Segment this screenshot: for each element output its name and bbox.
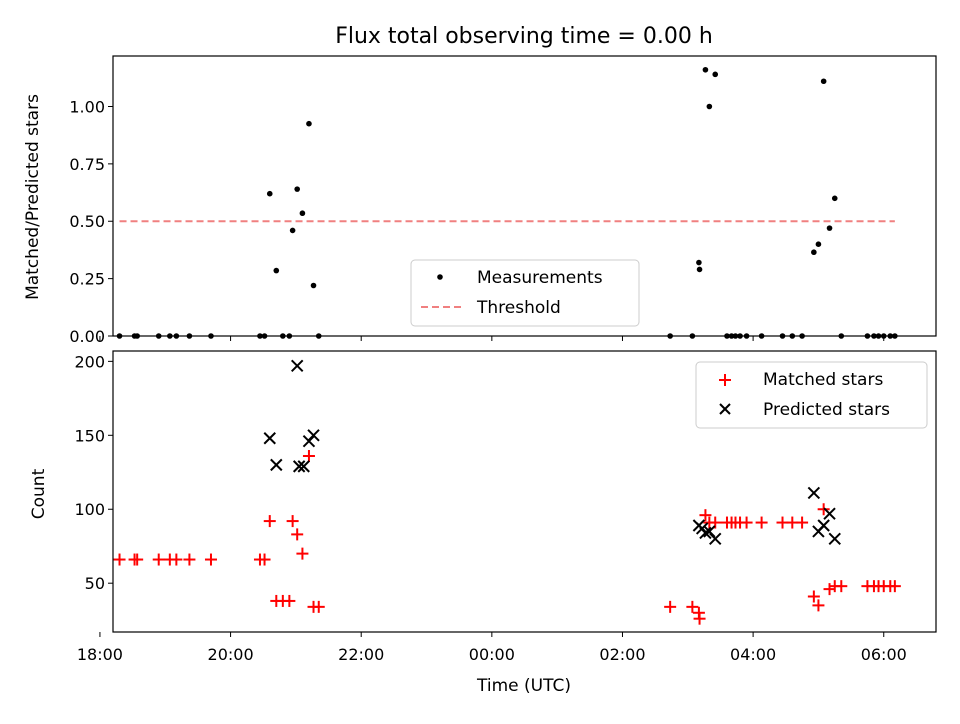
matched-star-point	[817, 503, 830, 516]
predicted-star-point	[823, 507, 836, 520]
legend-measurements-marker	[437, 274, 443, 280]
bottom-x-ticks: 18:00 20:00 22:00 00:00 02:00 04:00 06:00	[77, 632, 907, 664]
bottom-y-tick-label: 200	[74, 352, 105, 371]
predicted-star-point	[270, 458, 283, 472]
matched-star-point	[796, 516, 809, 529]
measurement-point	[696, 266, 703, 273]
matched-star-point	[258, 553, 271, 566]
legend-predicted-label: Predicted stars	[763, 400, 890, 420]
predicted-star-point	[807, 486, 821, 500]
bottom-y-tick-label: 50	[85, 574, 105, 593]
predicted-star-point	[817, 519, 830, 532]
predicted-star-point	[709, 532, 722, 546]
chart-title: Flux total observing time = 0.00 h	[335, 24, 713, 49]
bottom-y-axis-label: Count	[29, 468, 49, 519]
top-plot-frame	[112, 55, 937, 337]
top-y-tick-label: 0.00	[69, 327, 105, 346]
legend-matched-label: Matched stars	[763, 370, 883, 390]
matched-star-point	[283, 594, 296, 607]
predicted-star-point	[290, 359, 304, 372]
predicted-star-point	[297, 460, 310, 473]
x-tick-label: 04:00	[730, 645, 776, 664]
matched-star-point	[664, 600, 677, 613]
legend-predicted-marker	[719, 403, 731, 415]
matched-star-point	[312, 600, 325, 613]
matched-star-point	[291, 528, 304, 541]
matched-star-point	[807, 590, 820, 603]
legend-threshold-label: Threshold	[476, 298, 561, 318]
matched-star-point	[823, 583, 836, 596]
measurement-point	[299, 210, 306, 217]
matched-star-point	[204, 553, 217, 566]
measurement-point	[702, 66, 709, 73]
top-legend: Measurements Threshold	[410, 259, 640, 327]
top-y-axis-label: Matched/Predicted stars	[23, 94, 43, 300]
x-tick-label: 20:00	[208, 645, 254, 664]
predicted-star-point	[263, 432, 276, 445]
predicted-star-point	[828, 532, 841, 546]
predicted-star-point	[703, 525, 716, 538]
legend-measurements-label: Measurements	[477, 268, 603, 288]
measurement-point	[310, 282, 317, 289]
measurement-point	[815, 241, 822, 247]
matched-star-point	[131, 553, 144, 566]
bottom-y-tick-label: 150	[74, 426, 105, 445]
matched-star-point	[888, 580, 901, 593]
measurement-point	[826, 225, 833, 231]
matched-star-point	[755, 516, 768, 529]
bottom-plot-frame	[112, 350, 937, 633]
bottom-y-tick-label: 100	[74, 500, 105, 519]
predicted-star-point	[699, 526, 712, 540]
top-y-tick-label: 0.75	[69, 155, 105, 174]
measurement-point	[306, 120, 312, 127]
measurement-point	[273, 267, 280, 274]
matched-star-point	[286, 515, 299, 528]
bottom-legend: Matched stars Predicted stars	[695, 361, 928, 429]
predicted-star-point	[292, 460, 306, 473]
matched-star-point	[693, 612, 706, 625]
legend-matched-marker	[719, 374, 731, 386]
matched-star-point	[835, 580, 848, 593]
x-tick-label: 02:00	[599, 645, 645, 664]
measurement-point	[696, 259, 702, 266]
measurement-point	[294, 186, 300, 192]
matched-star-point	[686, 600, 699, 613]
measurement-point	[266, 190, 273, 197]
x-tick-label: 22:00	[338, 645, 384, 664]
matched-star-point	[183, 553, 196, 566]
matched-star-point	[263, 515, 276, 528]
matched-star-point	[152, 553, 165, 566]
x-axis-label: Time (UTC)	[476, 676, 571, 696]
count-panel: Count Time (UTC) 50 100 150 200 18:00 20:00 2…	[29, 350, 937, 696]
matched-star-point	[170, 553, 183, 566]
x-tick-label: 00:00	[469, 645, 515, 664]
x-tick-label: 06:00	[861, 645, 907, 664]
measurement-point	[712, 71, 719, 78]
top-y-tick-label: 1.00	[69, 97, 105, 116]
matched-star-point	[699, 509, 712, 522]
top-y-tick-label: 0.25	[69, 270, 105, 289]
ratio-panel: Flux total observing time = 0.00 h Match…	[23, 24, 937, 346]
matched-star-point	[812, 599, 825, 612]
measurement-point	[831, 195, 838, 202]
measurement-point	[289, 227, 296, 234]
bottom-plot-marks	[113, 359, 901, 625]
predicted-star-point	[307, 429, 320, 442]
x-tick-label: 18:00	[77, 645, 123, 664]
matched-star-point	[113, 553, 126, 566]
measurement-point	[820, 78, 827, 85]
matched-star-point	[296, 547, 309, 560]
measurement-point	[811, 249, 817, 256]
bottom-y-ticks: 50 100 150 200	[74, 352, 113, 593]
measurement-point	[706, 103, 713, 110]
matched-star-point	[302, 450, 315, 463]
top-y-ticks: 0.00 0.25 0.50 0.75 1.00	[69, 97, 113, 346]
top-y-tick-label: 0.50	[69, 212, 105, 231]
matched-star-point	[740, 516, 753, 529]
